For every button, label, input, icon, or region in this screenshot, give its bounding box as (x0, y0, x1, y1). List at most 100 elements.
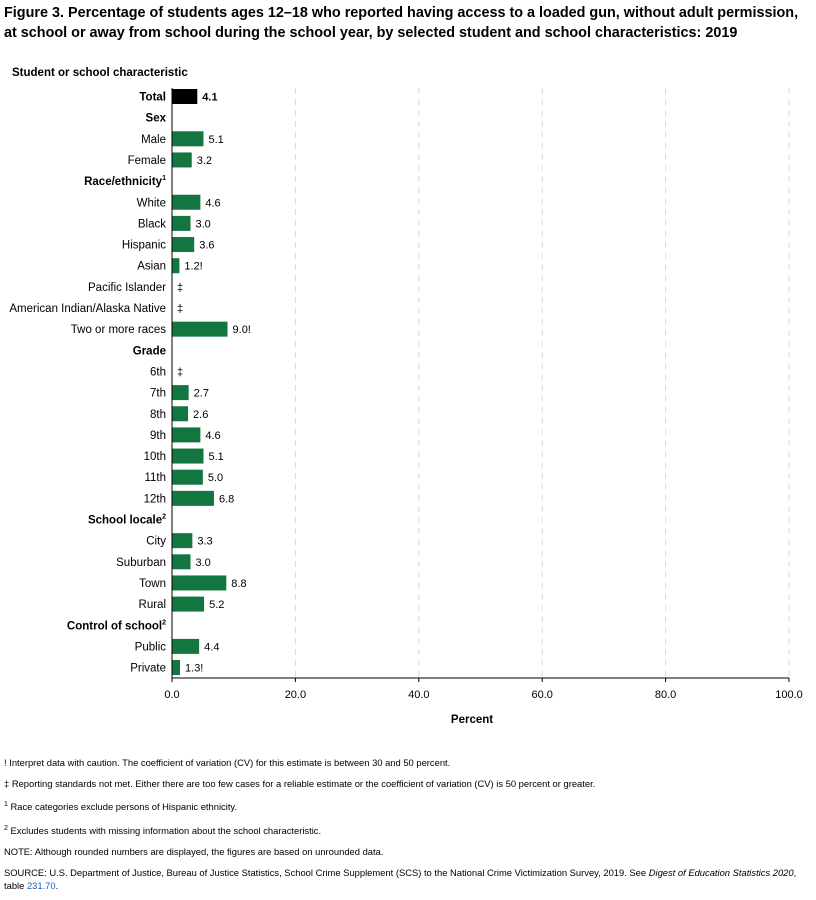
category-label: Pacific Islander (88, 282, 166, 294)
data-label: ‡ (177, 303, 183, 315)
data-label: 2.6 (193, 409, 208, 421)
category-label: White (137, 197, 166, 209)
bar (172, 152, 192, 168)
x-axis-title: Percent (451, 714, 493, 726)
category-label: Male (141, 134, 166, 146)
data-label: 3.6 (199, 240, 214, 252)
footnote-mark: 2 (162, 514, 166, 521)
footnote-mark: 2 (162, 619, 166, 626)
category-label: 10th (144, 451, 166, 463)
data-label: 3.3 (197, 536, 212, 548)
category-label: Female (128, 155, 166, 167)
bar (172, 575, 227, 591)
bar (172, 596, 205, 612)
x-tick-label: 40.0 (408, 689, 429, 701)
bar (172, 131, 204, 147)
category-label: Black (138, 218, 166, 230)
source-end: . (55, 880, 59, 892)
x-tick-label: 0.0 (164, 689, 179, 701)
bar (172, 215, 191, 231)
footnote-1-mark: 1 (4, 801, 8, 809)
x-tick-label: 60.0 (531, 689, 552, 701)
category-label: Total (139, 92, 166, 104)
footnotes: ! Interpret data with caution. The coeff… (4, 756, 804, 900)
footnote-1: 1 Race categories exclude persons of His… (4, 798, 804, 813)
bar (172, 406, 189, 422)
data-label: 1.2! (184, 261, 202, 273)
data-label: 3.0 (196, 557, 211, 569)
group-header: Race/ethnicity1 (84, 175, 166, 188)
bar (172, 554, 191, 570)
data-label: 5.0 (208, 472, 223, 484)
data-label: 4.6 (205, 430, 220, 442)
bar (172, 448, 204, 464)
bar (172, 258, 180, 274)
category-label: City (146, 536, 166, 548)
footnote-1-text: Race categories exclude persons of Hispa… (7, 801, 238, 813)
category-label: 7th (150, 388, 166, 400)
bar (172, 638, 200, 654)
group-header: School locale2 (88, 514, 166, 527)
data-label: 5.1 (208, 451, 223, 463)
data-label: 8.8 (231, 578, 246, 590)
bar (172, 321, 228, 337)
category-label: American Indian/Alaska Native (9, 303, 166, 315)
category-label: Private (130, 663, 166, 675)
category-label: Town (139, 578, 166, 590)
x-tick-label: 80.0 (655, 689, 676, 701)
category-label: 6th (150, 366, 166, 378)
x-tick-label: 100.0 (775, 689, 803, 701)
category-label: 11th (144, 472, 166, 484)
source-prefix: SOURCE: U.S. Department of Justice, Bure… (4, 867, 649, 879)
data-label: 9.0! (233, 324, 251, 336)
bar (172, 385, 189, 401)
bar (172, 533, 193, 549)
data-label: ‡ (177, 366, 183, 378)
source-table-link[interactable]: 231.70 (26, 880, 56, 892)
data-label: 2.7 (194, 388, 209, 400)
standards-note: ‡ Reporting standards not met. Either th… (4, 778, 596, 790)
footnote-mark: 1 (162, 175, 166, 182)
chart-title: Figure 3. Percentage of students ages 12… (4, 5, 799, 41)
data-label: 1.3! (185, 663, 203, 675)
category-label: 12th (144, 493, 166, 505)
data-label: 4.1 (202, 92, 217, 104)
group-header: Sex (146, 113, 167, 125)
bar (172, 194, 201, 210)
gridlines (294, 88, 790, 678)
bar (172, 490, 214, 506)
bar (172, 237, 195, 253)
category-label: 9th (150, 430, 166, 442)
data-label: 6.8 (219, 493, 234, 505)
bar (172, 427, 201, 443)
bar (172, 660, 181, 676)
bar-chart: Student or school characteristic Total 4.… (9, 67, 803, 726)
data-label: 5.1 (208, 134, 223, 146)
footnote-2-text: Excludes students with missing informati… (7, 824, 322, 836)
category-label: Two or more races (71, 324, 166, 336)
x-tick-label: 20.0 (285, 689, 306, 701)
group-header: Grade (133, 345, 166, 357)
category-label: Hispanic (122, 240, 166, 252)
category-label: Suburban (116, 557, 166, 569)
group-header: Control of school2 (67, 619, 166, 632)
category-label: 8th (150, 409, 166, 421)
chart-rows: Total 4.1 Sex Male 5.1 Female 3.2 Race/ethnicit… (9, 89, 251, 676)
footnote-2-mark: 2 (4, 824, 8, 832)
data-label: 5.2 (209, 599, 224, 611)
data-label: 4.4 (204, 641, 219, 653)
bar (172, 89, 198, 104)
general-note: NOTE: Although rounded numbers are displ… (4, 846, 384, 857)
category-axis-title: Student or school characteristic (12, 67, 188, 79)
footnote-2: 2 Excludes students with missing informa… (4, 822, 804, 837)
bar (172, 469, 203, 485)
category-label: Asian (137, 261, 166, 273)
source-mid: , table (4, 867, 797, 892)
category-label: Public (135, 641, 167, 653)
source-publication: Digest of Education Statistics 2020 (648, 867, 794, 879)
source-note: SOURCE: U.S. Department of Justice, Bure… (4, 866, 804, 892)
data-label: ‡ (177, 282, 183, 294)
x-axis: 0.0 20.0 40.0 60.0 80.0 100.0 (164, 88, 803, 701)
caution-note: ! Interpret data with caution. The coeff… (4, 757, 451, 768)
data-label: 4.6 (205, 197, 220, 209)
